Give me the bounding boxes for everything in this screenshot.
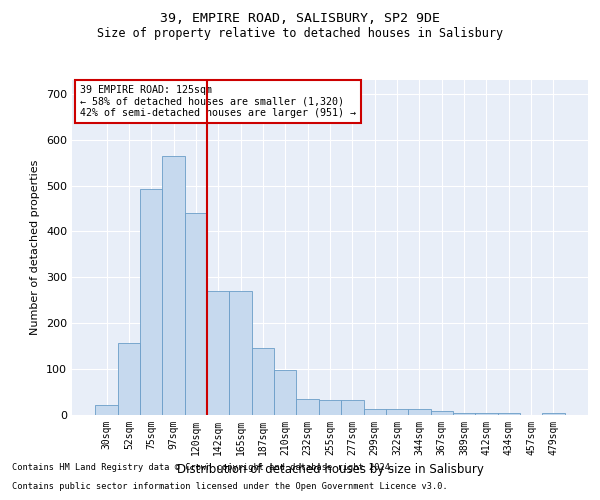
Text: 39, EMPIRE ROAD, SALISBURY, SP2 9DE: 39, EMPIRE ROAD, SALISBURY, SP2 9DE: [160, 12, 440, 26]
Bar: [408, 409, 431, 415]
Bar: [140, 189, 163, 415]
Bar: [229, 291, 252, 415]
Bar: [252, 348, 274, 415]
Bar: [341, 400, 364, 415]
Bar: [453, 412, 475, 415]
Bar: [207, 291, 229, 415]
X-axis label: Distribution of detached houses by size in Salisbury: Distribution of detached houses by size …: [176, 464, 484, 476]
Bar: [364, 408, 386, 415]
Bar: [163, 156, 185, 415]
Bar: [319, 400, 341, 415]
Bar: [386, 409, 408, 415]
Bar: [497, 413, 520, 415]
Y-axis label: Number of detached properties: Number of detached properties: [31, 160, 40, 335]
Text: Contains HM Land Registry data © Crown copyright and database right 2024.: Contains HM Land Registry data © Crown c…: [12, 464, 395, 472]
Text: Contains public sector information licensed under the Open Government Licence v3: Contains public sector information licen…: [12, 482, 448, 491]
Bar: [542, 412, 565, 415]
Text: Size of property relative to detached houses in Salisbury: Size of property relative to detached ho…: [97, 28, 503, 40]
Bar: [431, 411, 453, 415]
Bar: [475, 412, 497, 415]
Bar: [118, 343, 140, 415]
Bar: [296, 399, 319, 415]
Text: 39 EMPIRE ROAD: 125sqm
← 58% of detached houses are smaller (1,320)
42% of semi-: 39 EMPIRE ROAD: 125sqm ← 58% of detached…: [80, 85, 356, 118]
Bar: [274, 370, 296, 415]
Bar: [185, 213, 207, 415]
Bar: [95, 405, 118, 415]
